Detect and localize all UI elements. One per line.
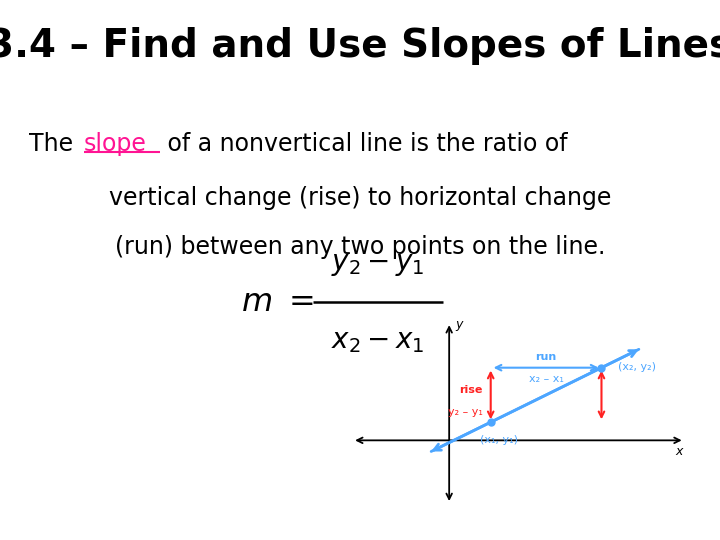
Text: y₂ – y₁: y₂ – y₁ [448,395,482,416]
Text: (run) between any two points on the line.: (run) between any two points on the line… [114,235,606,259]
Text: $y_2 - y_1$: $y_2 - y_1$ [331,249,425,278]
Text: slope: slope [84,132,146,156]
Text: run: run [536,352,557,362]
Text: of a nonvertical line is the ratio of: of a nonvertical line is the ratio of [160,132,567,156]
Text: $m\ =$: $m\ =$ [241,287,315,318]
Text: x: x [675,445,683,458]
Text: 3.4 – Find and Use Slopes of Lines: 3.4 – Find and Use Slopes of Lines [0,27,720,65]
Text: y: y [455,318,462,330]
Text: The: The [29,132,81,156]
Text: vertical change (rise) to horizontal change: vertical change (rise) to horizontal cha… [109,186,611,210]
Text: (x₂, y₂): (x₂, y₂) [618,362,657,372]
Text: $x_2 - x_1$: $x_2 - x_1$ [331,327,425,355]
Text: x₂ – x₁: x₂ – x₁ [528,362,564,384]
Text: (x₁, y₁): (x₁, y₁) [480,435,518,445]
Text: rise: rise [459,385,482,395]
